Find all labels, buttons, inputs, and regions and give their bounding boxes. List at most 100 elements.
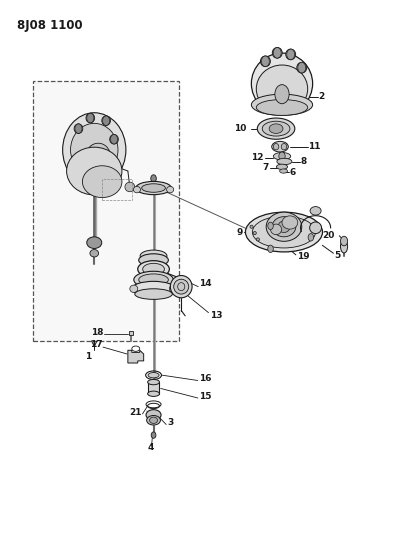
Text: 11: 11	[308, 142, 321, 151]
Text: 12: 12	[251, 154, 263, 163]
Ellipse shape	[74, 124, 83, 133]
Ellipse shape	[266, 212, 302, 241]
Ellipse shape	[252, 53, 312, 114]
Circle shape	[75, 124, 82, 133]
Text: 6: 6	[290, 167, 296, 176]
Ellipse shape	[257, 118, 295, 139]
Ellipse shape	[271, 224, 282, 235]
Text: 17: 17	[90, 341, 102, 350]
Ellipse shape	[278, 221, 290, 232]
Ellipse shape	[87, 237, 102, 248]
Text: 20: 20	[322, 231, 335, 240]
Ellipse shape	[256, 238, 259, 241]
Circle shape	[103, 116, 110, 125]
Circle shape	[268, 222, 273, 230]
Ellipse shape	[246, 212, 322, 252]
Ellipse shape	[139, 254, 168, 266]
Ellipse shape	[134, 271, 173, 288]
Ellipse shape	[142, 184, 166, 192]
Circle shape	[151, 175, 156, 182]
Circle shape	[87, 114, 94, 123]
Ellipse shape	[62, 113, 126, 187]
Ellipse shape	[142, 263, 164, 275]
Ellipse shape	[269, 124, 283, 133]
Bar	[33, 81, 179, 341]
Ellipse shape	[252, 216, 316, 248]
Ellipse shape	[310, 222, 322, 233]
Text: 21: 21	[129, 408, 142, 417]
Bar	[148, 382, 160, 394]
Polygon shape	[128, 350, 144, 363]
Ellipse shape	[273, 143, 279, 150]
Ellipse shape	[133, 187, 140, 193]
Ellipse shape	[262, 121, 290, 136]
Ellipse shape	[250, 225, 253, 228]
Ellipse shape	[90, 249, 99, 257]
Ellipse shape	[110, 134, 118, 144]
Ellipse shape	[170, 285, 177, 293]
Text: 19: 19	[297, 253, 309, 262]
Ellipse shape	[140, 250, 167, 262]
Text: 3: 3	[168, 418, 174, 427]
Text: 16: 16	[199, 374, 211, 383]
Text: 7: 7	[263, 164, 269, 172]
Bar	[102, 179, 132, 200]
Ellipse shape	[297, 62, 307, 73]
Circle shape	[273, 47, 281, 58]
Ellipse shape	[277, 158, 292, 165]
Ellipse shape	[272, 47, 282, 58]
Ellipse shape	[102, 116, 111, 125]
Ellipse shape	[86, 143, 110, 167]
Ellipse shape	[256, 65, 308, 113]
Ellipse shape	[286, 49, 296, 60]
Ellipse shape	[272, 141, 288, 152]
Circle shape	[341, 236, 347, 246]
Ellipse shape	[310, 207, 321, 215]
Text: 15: 15	[199, 392, 211, 401]
Ellipse shape	[139, 274, 168, 286]
Bar	[129, 331, 133, 335]
Text: 2: 2	[318, 92, 325, 101]
Circle shape	[151, 432, 156, 438]
Ellipse shape	[135, 289, 172, 300]
Ellipse shape	[273, 152, 291, 160]
Ellipse shape	[260, 56, 270, 67]
Ellipse shape	[282, 216, 298, 229]
Circle shape	[279, 152, 285, 160]
Circle shape	[298, 62, 306, 73]
Ellipse shape	[132, 281, 175, 296]
Ellipse shape	[125, 182, 135, 192]
Ellipse shape	[170, 276, 192, 298]
Ellipse shape	[70, 123, 118, 176]
Text: 9: 9	[237, 228, 243, 237]
Circle shape	[308, 233, 314, 241]
Ellipse shape	[280, 169, 287, 173]
Ellipse shape	[341, 240, 347, 253]
Ellipse shape	[174, 279, 189, 294]
Circle shape	[268, 245, 273, 253]
Ellipse shape	[82, 166, 122, 198]
Circle shape	[261, 56, 269, 67]
Ellipse shape	[148, 373, 159, 378]
Circle shape	[111, 134, 117, 144]
Text: 13: 13	[210, 311, 222, 320]
Circle shape	[287, 49, 295, 60]
Ellipse shape	[277, 164, 287, 169]
Ellipse shape	[150, 417, 158, 423]
Text: 5: 5	[334, 251, 340, 260]
Ellipse shape	[148, 391, 160, 397]
Text: 8: 8	[300, 157, 307, 166]
Ellipse shape	[130, 285, 138, 293]
Text: 14: 14	[199, 279, 212, 288]
Ellipse shape	[146, 410, 161, 420]
Ellipse shape	[252, 94, 312, 115]
Text: 10: 10	[234, 124, 246, 133]
Ellipse shape	[148, 379, 160, 385]
Text: 8J08 1100: 8J08 1100	[17, 19, 83, 32]
Ellipse shape	[136, 181, 171, 195]
Ellipse shape	[167, 187, 174, 193]
Ellipse shape	[256, 100, 308, 115]
Ellipse shape	[272, 216, 296, 237]
Ellipse shape	[86, 114, 95, 123]
Text: 4: 4	[147, 443, 154, 453]
